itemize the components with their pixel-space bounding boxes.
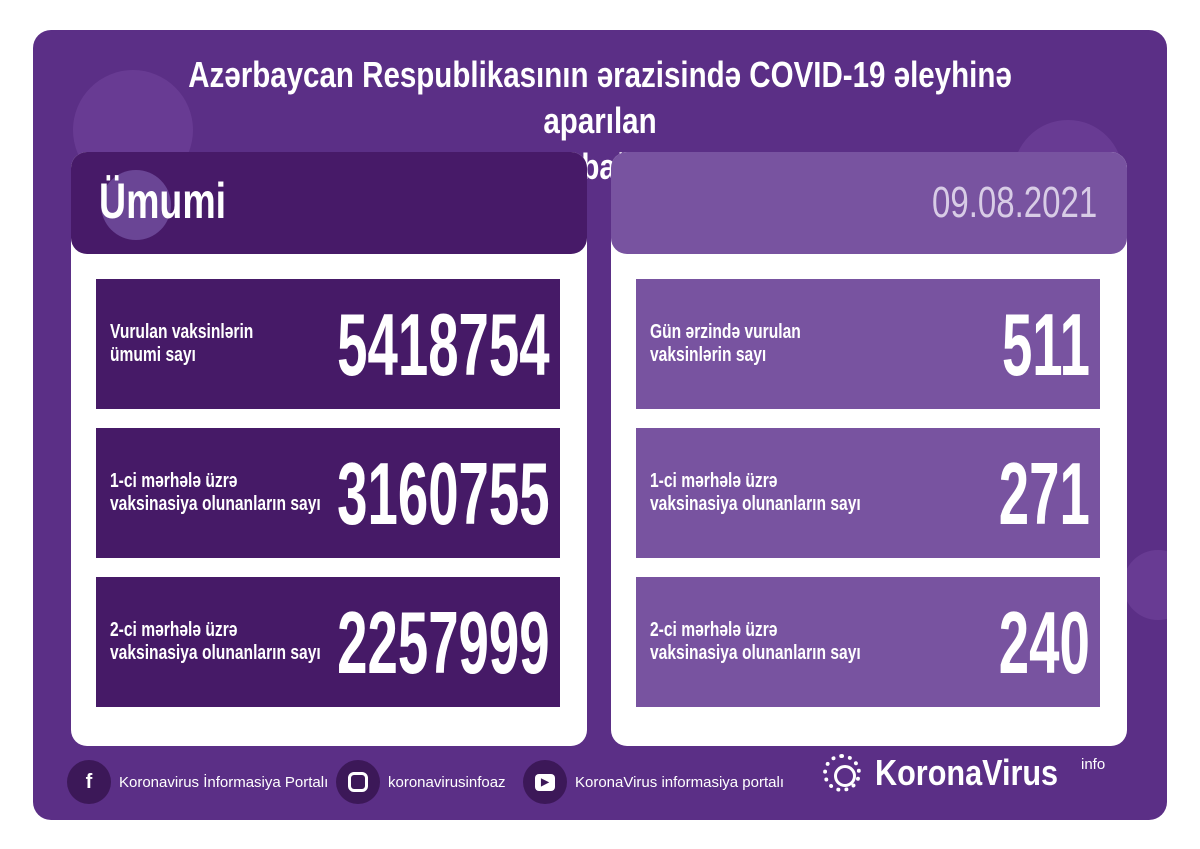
facebook-label: Koronavirus İnformasiya Portalı xyxy=(119,773,329,791)
date-label: 09.08.2021 xyxy=(931,178,1097,227)
youtube-icon: ▶ xyxy=(523,760,567,804)
daily-panel: 09.08.2021 Gün ərzində vurulan vaksinləri… xyxy=(611,152,1127,746)
stat-label: Vurulan vaksinlərin ümumi sayı xyxy=(110,321,254,366)
facebook-link[interactable]: f Koronavirus İnformasiya Portalı xyxy=(67,760,328,804)
koronavirus-logo: KoronaVirus info xyxy=(823,752,1105,794)
youtube-label: KoronaVirus informasiya portalı xyxy=(575,773,784,791)
stat-label: 2-ci mərhələ üzrə vaksinasiya olunanların… xyxy=(650,619,861,664)
stat-value: 3160755 xyxy=(337,444,550,543)
virus-icon xyxy=(101,170,171,240)
facebook-icon: f xyxy=(67,760,111,804)
title-line-1: Azərbaycan Respublikasının ərazisində CO… xyxy=(188,54,1012,141)
total-panel: Ümumi Vurulan vaksinlərin ümumi sayı 5418… xyxy=(71,152,587,746)
stat-value: 240 xyxy=(998,593,1090,692)
instagram-link[interactable]: koronavirusinfoaz xyxy=(336,760,506,804)
stat-label: 1-ci mərhələ üzrə vaksinasiya olunanların… xyxy=(110,470,321,515)
stat-value: 271 xyxy=(998,444,1090,543)
stat-value: 2257999 xyxy=(337,593,550,692)
stat-label: 2-ci mərhələ üzrə vaksinasiya olunanların… xyxy=(110,619,321,664)
daily-header: 09.08.2021 xyxy=(611,152,1127,254)
total-heading: Ümumi xyxy=(99,173,227,229)
stat-daily-second-dose: 2-ci mərhələ üzrə vaksinasiya olunanların… xyxy=(636,577,1100,707)
virus-decoration xyxy=(1123,550,1167,620)
total-header: Ümumi xyxy=(71,152,587,254)
instagram-label: koronavirusinfoaz xyxy=(388,773,506,791)
sun-logo-icon xyxy=(823,754,861,792)
instagram-icon xyxy=(336,760,380,804)
stat-second-dose: 2-ci mərhələ üzrə vaksinasiya olunanların… xyxy=(96,577,560,707)
stat-value: 511 xyxy=(1001,295,1090,394)
stat-first-dose: 1-ci mərhələ üzrə vaksinasiya olunanların… xyxy=(96,428,560,558)
stat-label: 1-ci mərhələ üzrə vaksinasiya olunanların… xyxy=(650,470,861,515)
youtube-link[interactable]: ▶ KoronaVirus informasiya portalı xyxy=(523,760,784,804)
stat-total-vaccines: Vurulan vaksinlərin ümumi sayı 5418754 xyxy=(96,279,560,409)
brand-name: KoronaVirus xyxy=(875,752,1059,793)
stat-value: 5418754 xyxy=(337,295,550,394)
brand-suffix: info xyxy=(1081,756,1106,773)
stat-daily-first-dose: 1-ci mərhələ üzrə vaksinasiya olunanların… xyxy=(636,428,1100,558)
stat-label: Gün ərzində vurulan vaksinlərin sayı xyxy=(650,321,801,366)
stat-daily-vaccines: Gün ərzində vurulan vaksinlərin sayı 511 xyxy=(636,279,1100,409)
infographic-frame: Azərbaycan Respublikasının ərazisində CO… xyxy=(33,30,1167,820)
